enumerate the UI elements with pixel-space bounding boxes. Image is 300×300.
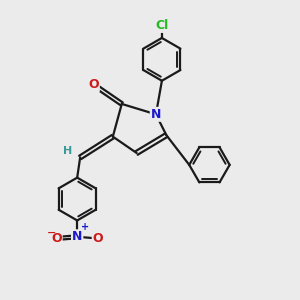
Text: +: + xyxy=(80,222,89,232)
Text: −: − xyxy=(46,228,56,238)
Text: O: O xyxy=(88,78,99,91)
Text: H: H xyxy=(63,146,72,156)
Text: O: O xyxy=(93,232,103,245)
Text: O: O xyxy=(51,232,62,245)
Text: Cl: Cl xyxy=(155,19,169,32)
Text: N: N xyxy=(72,230,83,243)
Text: N: N xyxy=(151,108,161,121)
